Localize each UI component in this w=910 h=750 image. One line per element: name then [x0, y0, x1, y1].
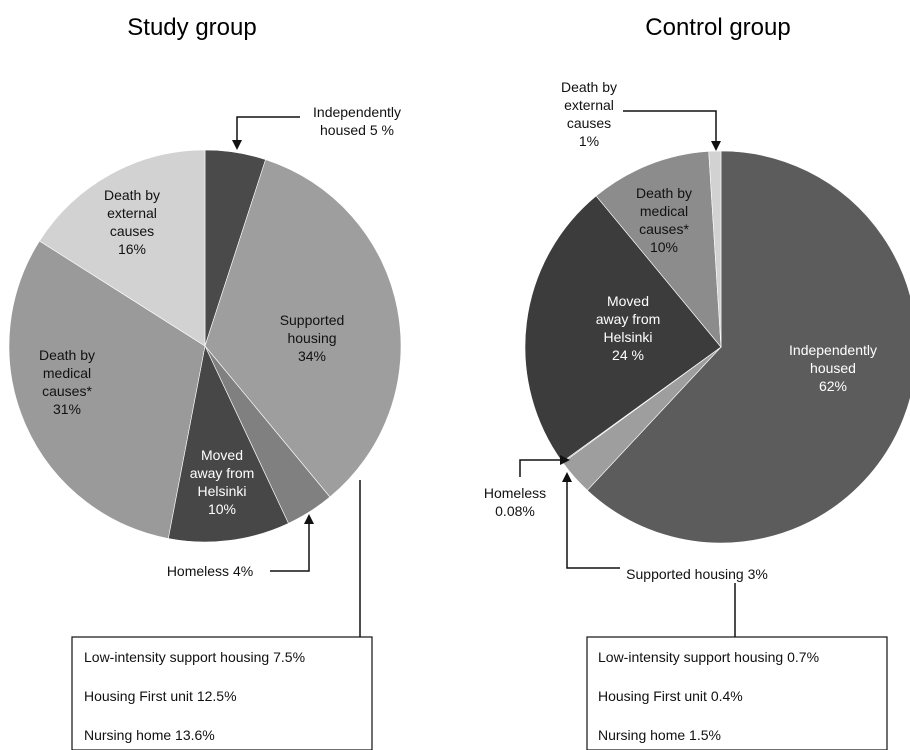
- arrowhead-control-supported: [562, 472, 572, 482]
- slice-label-line: 34%: [298, 348, 326, 364]
- detail-box-item: Nursing home 13.6%: [84, 727, 215, 743]
- detail-box-study: Low-intensity support housing 7.5% Housi…: [71, 636, 373, 750]
- leader-study-homeless: [270, 522, 310, 572]
- pie-slice: [595, 151, 722, 348]
- slice-label-line: Supported housing 3%: [626, 566, 768, 582]
- labels-control-group: Independently housed 62% Supported housing …: [484, 79, 877, 582]
- slice-label: Death by medical causes* 10%: [636, 185, 692, 255]
- slice-label-line: Independently: [313, 104, 401, 120]
- leader-control-homeless: [519, 459, 562, 477]
- slice-label-line: housed 5 %: [320, 122, 394, 138]
- pie-control-group: [524, 150, 910, 544]
- leader-study-independently: [236, 116, 300, 142]
- slice-label-line: 31%: [53, 401, 81, 417]
- slice-label-line: causes*: [639, 221, 689, 237]
- slice-label-line: Death by: [39, 347, 95, 363]
- slice-label-line: causes: [110, 223, 154, 239]
- pie-slice: [204, 159, 402, 498]
- slice-label-line: Moved: [607, 293, 649, 309]
- arrowhead-study-homeless: [304, 514, 314, 524]
- slice-label-line: Independently: [789, 342, 877, 358]
- slice-label-line: medical: [43, 365, 91, 381]
- slice-label-line: housed: [810, 360, 856, 376]
- slice-label-line: medical: [640, 203, 688, 219]
- detail-box-frame-control: [586, 636, 888, 750]
- slice-label: Moved away from Helsinki 10%: [190, 447, 255, 517]
- slice-label-line: away from: [596, 311, 661, 327]
- detail-box-item: Low-intensity support housing 7.5%: [84, 649, 305, 665]
- slice-label-line: 1%: [579, 133, 599, 149]
- detail-box-control: Low-intensity support housing 0.7% Housi…: [586, 636, 888, 750]
- arrowhead-control-external: [711, 141, 721, 151]
- slice-label-line: Helsinki: [197, 483, 246, 499]
- slice-label-line: causes: [567, 115, 611, 131]
- labels-study-group: Independently housed 5 % Supported housing 3…: [39, 104, 401, 579]
- slice-label-line: 24 %: [612, 347, 644, 363]
- leader-control-supported: [566, 480, 620, 569]
- pie-study-group: [8, 149, 402, 543]
- detail-box-frame-study: [71, 636, 373, 750]
- slice-label: Death by medical causes* 31%: [39, 347, 95, 417]
- slice-label-line: 0.08%: [495, 503, 535, 519]
- slice-label-line: causes*: [42, 383, 92, 399]
- slice-label-line: Supported: [280, 312, 345, 328]
- slice-label-line: 62%: [819, 378, 847, 394]
- slice-label: Death by external causes 16%: [104, 187, 160, 257]
- slice-label: Homeless 4%: [167, 563, 253, 579]
- slice-label-line: external: [107, 205, 157, 221]
- slice-label-line: Death by: [636, 185, 692, 201]
- slice-label-line: Homeless: [484, 485, 546, 501]
- pie-slice: [524, 195, 722, 463]
- detail-box-item: Housing First unit 0.4%: [598, 688, 743, 704]
- slice-label-line: housing: [287, 330, 336, 346]
- slice-label-line: 16%: [118, 241, 146, 257]
- slice-label-line: external: [564, 97, 614, 113]
- pie-slice: [8, 240, 206, 539]
- arrowhead-control-homeless: [560, 455, 570, 465]
- pie-slice: [586, 150, 910, 544]
- slice-label-line: Helsinki: [603, 329, 652, 345]
- detail-box-item: Low-intensity support housing 0.7%: [598, 649, 819, 665]
- slice-label-line: Moved: [201, 447, 243, 463]
- slice-label-line: Homeless 4%: [167, 563, 253, 579]
- slice-label-line: Death by: [104, 187, 160, 203]
- detail-box-item: Housing First unit 12.5%: [84, 688, 237, 704]
- slice-label-line: 10%: [650, 239, 678, 255]
- pie-slice: [39, 149, 206, 347]
- slice-label: Independently housed 5 %: [313, 104, 401, 138]
- slice-label: Independently housed 62%: [789, 342, 877, 394]
- slice-label: Supported housing 3%: [626, 566, 768, 582]
- pie-slice: [167, 345, 289, 543]
- slice-label: Supported housing 34%: [280, 312, 345, 364]
- leaders: [236, 110, 736, 637]
- slice-label-line: 10%: [208, 501, 236, 517]
- arrowhead-study-independently: [232, 140, 242, 150]
- slice-label: Moved away from Helsinki 24 %: [596, 293, 661, 363]
- slice-label-line: Death by: [561, 79, 617, 95]
- slice-label-line: away from: [190, 465, 255, 481]
- slice-label: Death by external causes 1%: [561, 79, 617, 149]
- leader-control-external: [623, 110, 717, 143]
- arrowheads: [232, 140, 721, 524]
- detail-box-item: Nursing home 1.5%: [598, 727, 721, 743]
- chart-title-control: Control group: [645, 14, 790, 41]
- slice-label: Homeless 0.08%: [484, 485, 546, 519]
- chart-title-study: Study group: [127, 14, 256, 41]
- pie-slice: [708, 150, 722, 348]
